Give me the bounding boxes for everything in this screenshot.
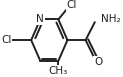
Text: Cl: Cl — [67, 0, 77, 10]
Text: N: N — [36, 14, 44, 24]
Text: O: O — [94, 57, 102, 67]
Text: NH₂: NH₂ — [101, 14, 121, 24]
Text: CH₃: CH₃ — [49, 66, 68, 76]
Text: Cl: Cl — [1, 35, 11, 45]
